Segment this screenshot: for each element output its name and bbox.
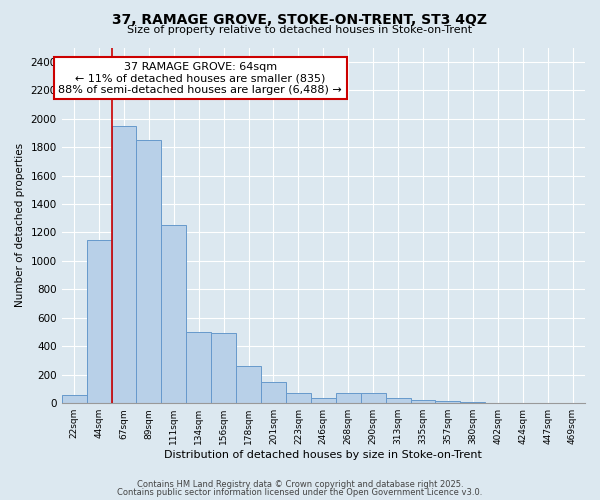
Bar <box>410 400 436 403</box>
Bar <box>436 400 460 403</box>
Bar <box>311 398 336 403</box>
Bar <box>86 240 112 403</box>
Bar <box>236 366 261 403</box>
Text: 37 RAMAGE GROVE: 64sqm
← 11% of detached houses are smaller (835)
88% of semi-de: 37 RAMAGE GROVE: 64sqm ← 11% of detached… <box>58 62 342 95</box>
Text: Size of property relative to detached houses in Stoke-on-Trent: Size of property relative to detached ho… <box>127 25 473 35</box>
X-axis label: Distribution of detached houses by size in Stoke-on-Trent: Distribution of detached houses by size … <box>164 450 482 460</box>
Bar <box>261 382 286 403</box>
Bar <box>361 392 386 403</box>
Text: Contains public sector information licensed under the Open Government Licence v3: Contains public sector information licen… <box>118 488 482 497</box>
Bar <box>386 398 410 403</box>
Bar <box>161 226 186 403</box>
Bar <box>211 334 236 403</box>
Bar <box>186 332 211 403</box>
Bar <box>136 140 161 403</box>
Bar <box>286 392 311 403</box>
Text: Contains HM Land Registry data © Crown copyright and database right 2025.: Contains HM Land Registry data © Crown c… <box>137 480 463 489</box>
Text: 37, RAMAGE GROVE, STOKE-ON-TRENT, ST3 4QZ: 37, RAMAGE GROVE, STOKE-ON-TRENT, ST3 4Q… <box>113 12 487 26</box>
Bar <box>112 126 136 403</box>
Y-axis label: Number of detached properties: Number of detached properties <box>15 144 25 308</box>
Bar <box>460 402 485 403</box>
Bar <box>336 392 361 403</box>
Bar <box>485 402 510 403</box>
Bar <box>62 396 86 403</box>
